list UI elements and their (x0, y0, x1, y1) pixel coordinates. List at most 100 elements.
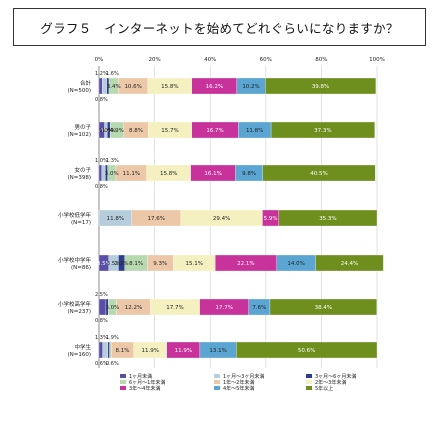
data-label: 2.0% (95, 128, 109, 134)
data-label: 17.6% (148, 216, 165, 222)
data-label: 15.8% (161, 84, 178, 90)
data-label: 40.5% (310, 171, 327, 177)
data-label: 2.5% (95, 292, 108, 298)
data-label: 11.8% (246, 128, 263, 134)
data-label: 11.9% (142, 348, 159, 354)
legend-swatch (214, 386, 220, 390)
x-tick-label: 100% (369, 57, 385, 63)
x-tick-label: 60% (260, 57, 272, 63)
legend-label: 1年～2年未満 (223, 379, 254, 386)
category-label: 小学校中学年 (58, 256, 92, 264)
data-label: 10.2% (242, 84, 259, 90)
data-label: 39.8% (312, 84, 329, 90)
data-label: 15.1% (185, 261, 202, 267)
legend-swatch (214, 374, 220, 378)
x-tick-label: 20% (148, 57, 160, 63)
category-label: 小学校高学年 (58, 300, 92, 308)
data-label: 2.3% (115, 261, 129, 267)
legend-label: 1ヶ月未満 (129, 373, 152, 380)
data-label: 24.4% (341, 261, 358, 267)
data-label: 4.9% (110, 128, 124, 134)
data-label: 1.9% (106, 335, 119, 341)
data-label: 17.7% (166, 305, 183, 311)
data-label: 3.4% (107, 84, 121, 90)
data-label: 29.4% (213, 216, 230, 222)
data-label: 11.1% (123, 171, 140, 177)
legend-label: 2年～3年未満 (315, 379, 346, 386)
category-label: 男の子 (74, 124, 91, 131)
data-label: 11.9% (175, 348, 192, 354)
x-tick-label: 0% (95, 57, 104, 63)
legend-label: 6ヶ月～1年未満 (129, 379, 165, 386)
data-label: 38.4% (315, 305, 332, 311)
data-label: 1.3% (106, 158, 119, 164)
data-label: 16.1% (204, 171, 221, 177)
category-count-label: (N=102) (67, 132, 91, 138)
data-label: 0.8% (95, 184, 108, 190)
data-label: 12.2% (125, 305, 142, 311)
data-label: 0.8% (95, 97, 108, 103)
data-label: 15.8% (160, 171, 177, 177)
title-box: グラフ５ インターネットを始めてどれぐらいになりますか？ (13, 8, 426, 46)
bar-segment (98, 164, 102, 182)
data-label: 5.9% (264, 216, 278, 222)
data-label: 1.0% (102, 128, 116, 134)
data-label: 8.1% (129, 261, 143, 267)
legend-label: 4年～5年未満 (223, 385, 254, 392)
data-label: 7.6% (252, 305, 266, 311)
data-label: 8.1% (115, 348, 129, 354)
data-label: 11.8% (107, 216, 124, 222)
data-label: 37.3% (314, 128, 331, 134)
bar-segment (107, 341, 110, 359)
bar-segment (109, 341, 112, 359)
legend-swatch (120, 380, 126, 384)
data-label: 9.3% (153, 261, 167, 267)
legend-label: 3年～4年未満 (129, 385, 160, 392)
bar-segment (102, 341, 109, 359)
bar-segment (278, 209, 378, 227)
category-label: 女の子 (74, 166, 91, 174)
data-label: 0.6% (106, 361, 119, 367)
data-label: 10.6% (124, 84, 141, 90)
legend-swatch (306, 374, 312, 378)
x-tick-label: 40% (204, 57, 216, 63)
data-label: 16.7% (206, 128, 223, 134)
legend-swatch (214, 380, 220, 384)
data-label: 35.3% (319, 216, 336, 222)
category-count-label: (N=160) (67, 352, 91, 358)
data-label: 13.1% (209, 348, 226, 354)
legend-label: 3ヶ月～6ヶ月未満 (315, 373, 356, 380)
legend-swatch (306, 380, 312, 384)
data-label: 3.5% (97, 261, 111, 267)
category-count-label: (N=86) (71, 265, 91, 271)
legend-swatch (120, 386, 126, 390)
data-label: 1.0% (99, 128, 113, 134)
x-tick-label: 80% (315, 57, 327, 63)
bar-segment (270, 121, 375, 139)
data-label: 17.7% (215, 305, 232, 311)
legend-label: 1ヶ月～3ヶ月未満 (223, 373, 264, 380)
data-label: 3.0% (105, 305, 119, 311)
category-count-label: (N=237) (67, 309, 91, 315)
data-label: 3.0% (105, 171, 119, 177)
category-count-label: (N=17) (71, 220, 91, 226)
data-label: 0.8% (95, 318, 108, 324)
data-label: 8.8% (129, 128, 143, 134)
category-count-label: (N=500) (67, 88, 91, 94)
data-label: 0.6% (95, 361, 108, 367)
bar-segment (315, 254, 384, 272)
data-label: 16.2% (206, 84, 223, 90)
bar-segment (98, 341, 103, 359)
data-label: 1.0% (95, 158, 108, 164)
category-label: 中学生 (74, 343, 91, 351)
data-label: 15.7% (161, 128, 178, 134)
legend-swatch (120, 374, 126, 378)
bar-segment (98, 77, 103, 95)
chart-title: グラフ５ インターネットを始めてどれぐらいになりますか？ (40, 21, 399, 36)
data-label: 3.5% (107, 261, 121, 267)
data-label: 50.6% (298, 348, 315, 354)
data-label: 22.1% (237, 261, 254, 267)
bar-segment (262, 164, 376, 182)
data-label: 14.0% (287, 261, 304, 267)
